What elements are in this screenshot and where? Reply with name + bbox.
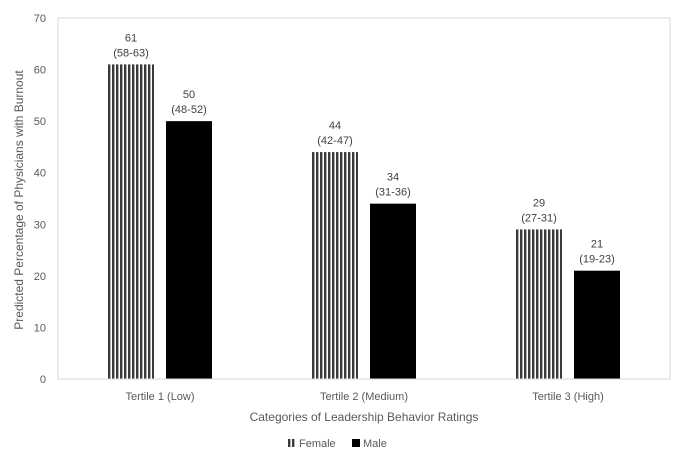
legend-swatch-male: [352, 439, 360, 447]
data-label-ci: (31-36): [375, 187, 410, 199]
bar-female: [312, 152, 358, 379]
data-label-value: 34: [387, 172, 399, 184]
legend-swatch-female: [288, 439, 296, 447]
legend-label-female: Female: [299, 438, 336, 450]
data-label-value: 21: [591, 239, 603, 251]
data-labels-group: 61 (58-63) 50 (48-52) 44 (42-47) 34 (31-36) 29 (2…: [113, 32, 614, 265]
data-label-value: 50: [183, 89, 195, 101]
y-tick-label: 30: [34, 219, 46, 231]
data-label-value: 44: [329, 120, 341, 132]
y-tick-label: 60: [34, 65, 46, 77]
y-tick-label: 10: [34, 322, 46, 334]
data-label-ci: (58-63): [113, 47, 148, 59]
y-axis-title: Predicted Percentage of Physicians with …: [12, 70, 26, 330]
y-tick-label: 70: [34, 13, 46, 25]
bar-male: [166, 121, 212, 380]
y-tick-label: 50: [34, 116, 46, 128]
x-axis-ticks: Tertile 1 (Low) Tertile 2 (Medium) Tertile…: [125, 391, 603, 403]
x-tick-label: Tertile 2 (Medium): [320, 391, 408, 403]
bar-male: [370, 203, 416, 379]
y-tick-label: 40: [34, 168, 46, 180]
y-tick-label: 0: [40, 374, 46, 386]
bar-male: [574, 270, 620, 379]
x-tick-label: Tertile 3 (High): [532, 391, 604, 403]
data-label-ci: (48-52): [171, 104, 206, 116]
data-label-ci: (19-23): [579, 254, 614, 266]
legend-label-male: Male: [363, 438, 387, 450]
legend: Female Male: [288, 438, 387, 450]
y-axis-ticks: 0 10 20 30 40 50 60 70: [34, 13, 46, 386]
x-axis-title: Categories of Leadership Behavior Rating…: [250, 410, 479, 424]
data-label-ci: (42-47): [317, 135, 352, 147]
bars-group: [108, 64, 620, 380]
bar-female: [108, 64, 154, 380]
x-tick-label: Tertile 1 (Low): [125, 391, 194, 403]
data-label-value: 29: [533, 197, 545, 209]
data-label-value: 61: [125, 32, 137, 44]
bar-female: [516, 229, 562, 379]
y-tick-label: 20: [34, 271, 46, 283]
data-label-ci: (27-31): [521, 212, 556, 224]
